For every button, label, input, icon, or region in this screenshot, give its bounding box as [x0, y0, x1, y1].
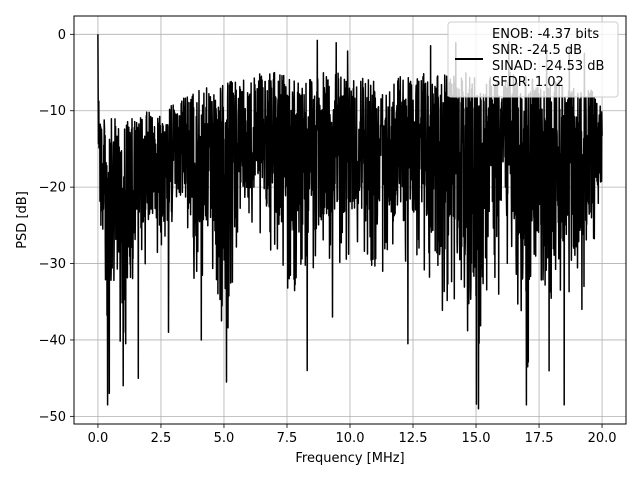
x-tick-label: 15.0: [462, 431, 491, 446]
x-tick-label: 2.5: [151, 431, 172, 446]
legend-sfdr: SFDR: 1.02: [492, 75, 564, 90]
x-tick-label: 10.0: [336, 431, 365, 446]
ticks: 0.0 2.5 5.0 7.5 10.0 12.5 15.0 17.5 20.0 0 −10 −20 −…: [39, 28, 617, 446]
x-tick-label: 12.5: [399, 431, 428, 446]
y-tick-label: −30: [39, 257, 66, 272]
legend: ENOB: -4.37 bits SNR: -24.5 dB SINAD: -2…: [447, 21, 619, 98]
psd-series-line: [97, 34, 603, 410]
x-tick-label: 17.5: [525, 431, 554, 446]
y-tick-label: −40: [39, 333, 66, 348]
legend-enob: ENOB: -4.37 bits: [492, 27, 599, 42]
y-tick-label: −10: [39, 104, 66, 119]
y-tick-label: −50: [39, 410, 66, 425]
x-tick-label: 0.0: [88, 431, 109, 446]
legend-sinad: SINAD: -24.53 dB: [492, 59, 604, 74]
legend-snr: SNR: -24.5 dB: [492, 43, 582, 58]
y-tick-label: 0: [58, 28, 66, 43]
x-tick-label: 7.5: [277, 431, 298, 446]
plot-area: [97, 34, 603, 410]
x-tick-label: 20.0: [588, 431, 617, 446]
legend-box: [447, 21, 619, 98]
y-tick-label: −20: [39, 181, 66, 196]
x-tick-label: 5.0: [214, 431, 235, 446]
y-axis-label: PSD [dB]: [15, 191, 30, 249]
x-axis-label: Frequency [MHz]: [295, 451, 404, 466]
